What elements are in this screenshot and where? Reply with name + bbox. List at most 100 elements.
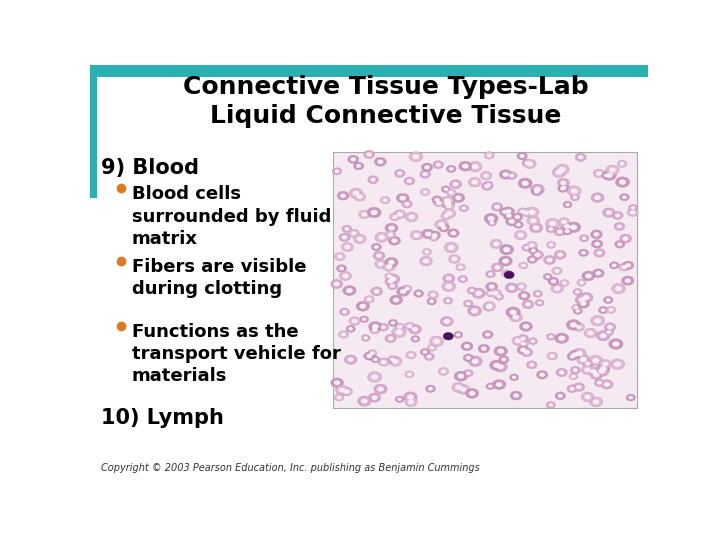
Circle shape [471,308,478,314]
Circle shape [516,283,526,291]
Circle shape [466,302,471,306]
Circle shape [504,271,514,279]
Circle shape [344,227,349,231]
Circle shape [552,267,562,275]
Circle shape [413,154,419,159]
Circle shape [369,326,380,334]
Circle shape [432,196,442,204]
Circle shape [366,298,372,301]
Circle shape [367,207,381,218]
Circle shape [502,269,513,278]
Circle shape [400,289,406,294]
Circle shape [381,325,386,329]
Circle shape [457,374,464,379]
Circle shape [333,282,340,286]
Circle shape [438,368,449,375]
Circle shape [592,370,597,373]
Circle shape [444,319,450,324]
Circle shape [522,244,531,251]
Circle shape [364,336,368,340]
Circle shape [380,197,390,204]
Circle shape [488,292,493,295]
Circle shape [560,280,569,286]
Circle shape [593,400,600,404]
Circle shape [585,395,591,399]
Circle shape [404,177,415,185]
Circle shape [396,193,409,203]
Circle shape [425,250,429,254]
Circle shape [556,368,567,377]
Circle shape [445,320,450,323]
Circle shape [604,174,608,177]
Circle shape [518,178,532,188]
Circle shape [390,213,400,221]
Circle shape [342,388,353,395]
Circle shape [429,336,444,347]
Circle shape [567,222,581,233]
Circle shape [448,229,459,238]
Circle shape [451,256,457,261]
Circle shape [334,380,341,385]
Circle shape [573,323,585,331]
Circle shape [400,195,406,200]
Circle shape [531,184,544,194]
Circle shape [483,173,489,178]
Circle shape [573,383,585,391]
Circle shape [560,180,567,185]
Circle shape [570,387,575,391]
Circle shape [606,298,611,302]
Circle shape [530,258,535,261]
Circle shape [484,181,493,188]
Circle shape [521,293,527,298]
Circle shape [520,210,525,213]
Circle shape [616,177,629,187]
Circle shape [408,325,421,334]
Circle shape [441,186,451,193]
Circle shape [488,384,492,388]
Circle shape [572,195,577,199]
Circle shape [493,361,508,372]
Circle shape [597,381,602,384]
Circle shape [468,161,482,172]
Circle shape [597,251,602,255]
Circle shape [603,362,608,366]
Circle shape [371,287,382,296]
Circle shape [602,172,611,179]
Circle shape [467,306,482,316]
Circle shape [531,340,535,343]
Circle shape [468,356,482,367]
Circle shape [494,205,500,209]
Circle shape [499,256,513,266]
Circle shape [423,248,432,255]
Circle shape [378,235,385,240]
Circle shape [570,194,580,201]
Circle shape [364,295,374,303]
Circle shape [506,213,512,218]
Circle shape [436,201,441,205]
Circle shape [492,291,498,295]
Circle shape [546,218,560,229]
Circle shape [617,225,622,228]
Circle shape [454,332,463,338]
Circle shape [524,350,530,354]
Circle shape [576,385,582,389]
Circle shape [444,333,454,340]
Circle shape [518,208,528,215]
Circle shape [599,360,611,368]
Circle shape [340,193,346,198]
Circle shape [593,372,600,377]
Circle shape [441,212,451,220]
Circle shape [497,295,501,299]
Circle shape [408,214,415,219]
Circle shape [580,292,593,302]
Circle shape [433,339,440,344]
Circle shape [590,370,603,380]
Circle shape [478,344,490,353]
Circle shape [392,359,399,364]
Circle shape [617,160,627,167]
Circle shape [561,220,567,224]
Circle shape [606,306,616,314]
Circle shape [559,167,566,172]
Circle shape [546,333,555,340]
Circle shape [549,403,553,407]
